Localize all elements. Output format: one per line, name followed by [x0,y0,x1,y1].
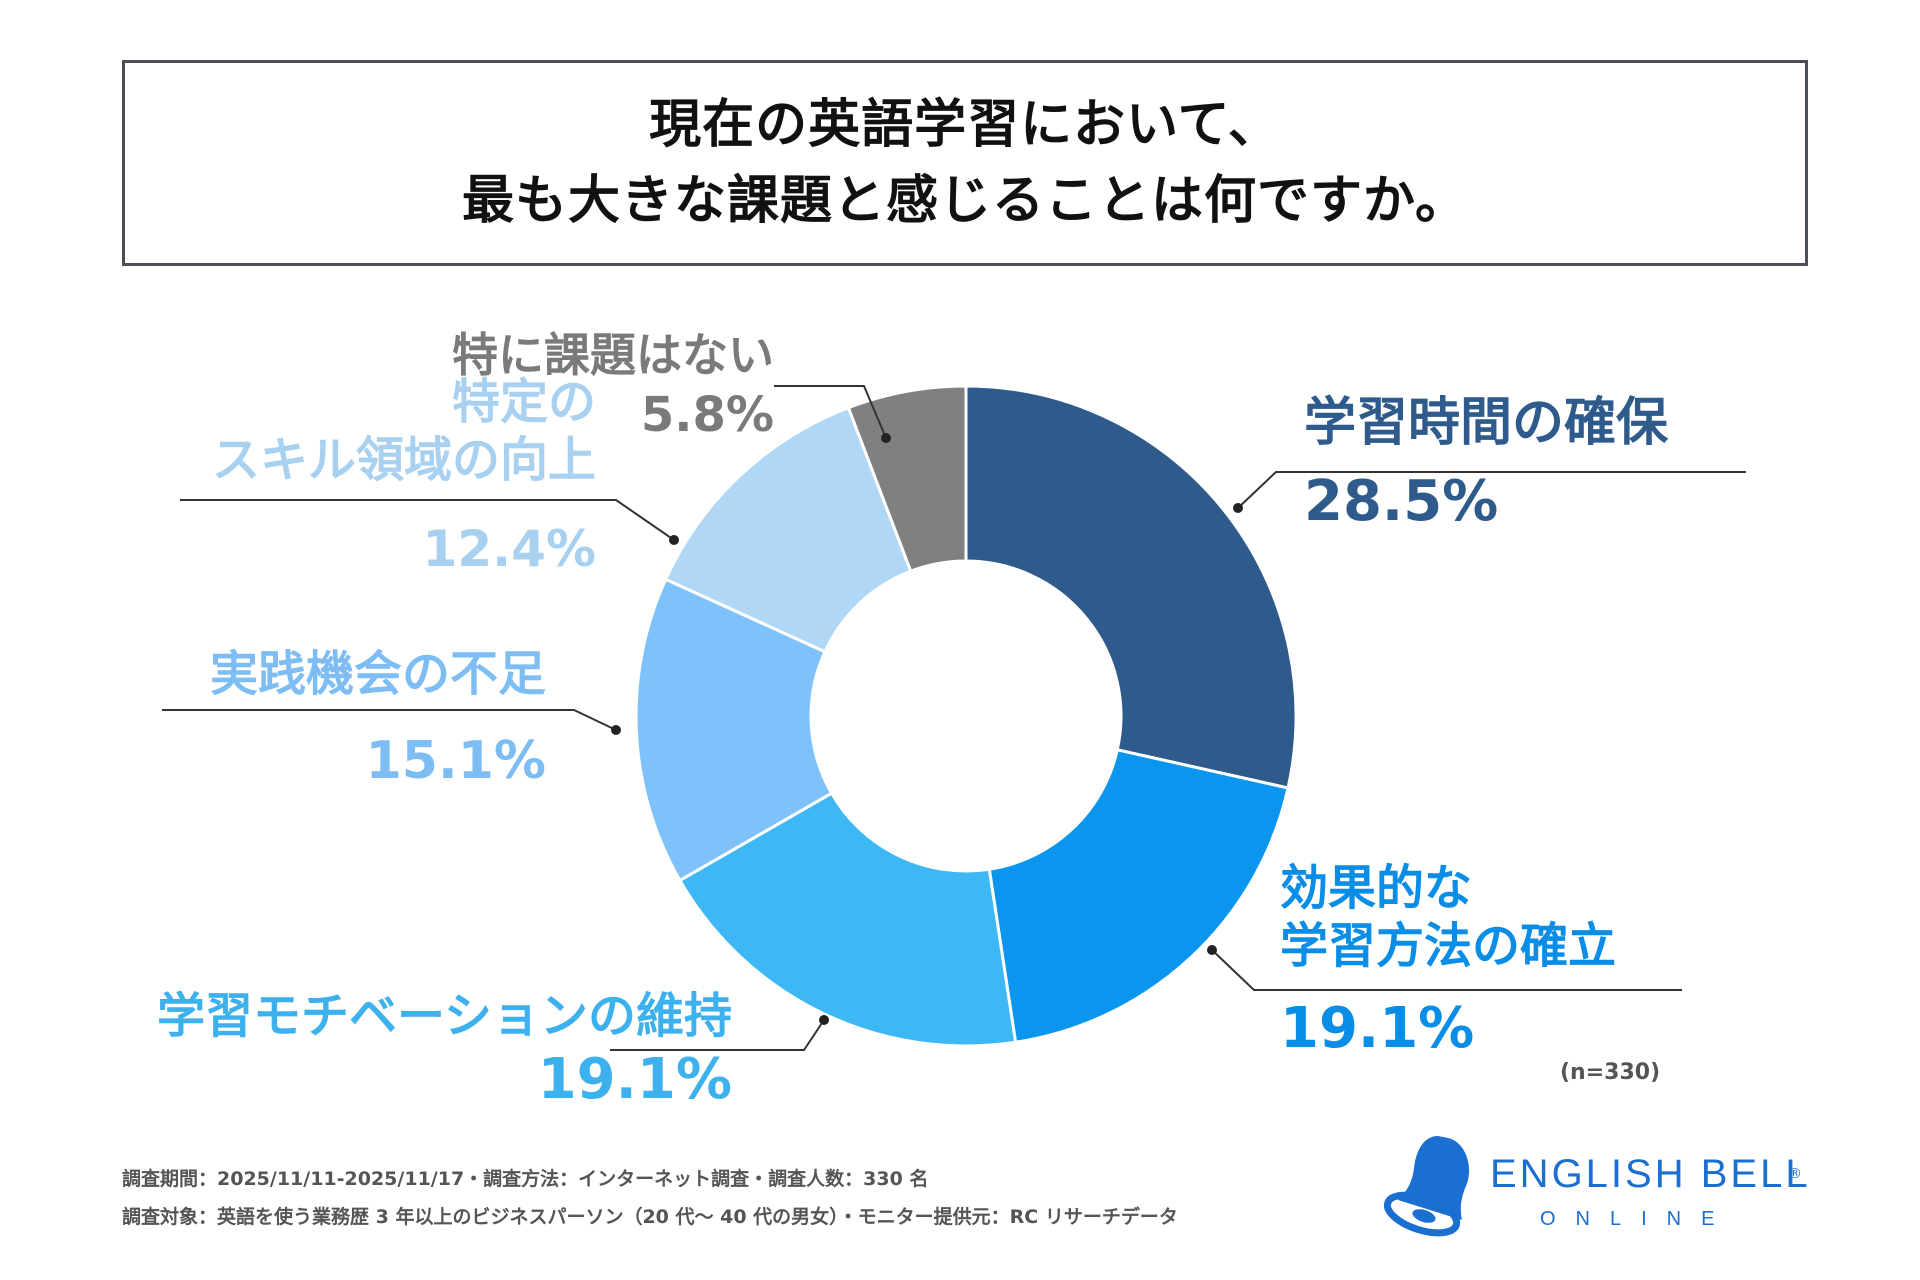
slice-label-2: 効果的な 学習方法の確立 19.1% [1280,860,1616,1062]
title-line-2: 最も大きな課題と感じることは何ですか。 [462,171,1468,231]
brand-sub: ONLINE [1540,1208,1735,1230]
leader-dot-2 [1207,945,1217,955]
leader-line-5 [180,499,675,541]
slice-label-value: 12.4% [422,520,596,579]
leader-line-4 [162,709,617,731]
slice-5 [663,405,913,654]
slice-label-3: 学習モチベーションの維持 19.1% [157,988,732,1113]
slice-label-6: 特に課題はない 5.8% [452,328,774,445]
leader-line-3 [610,1019,825,1051]
leader-dot-5 [669,535,679,545]
slice-label-name: 効果的な [1280,860,1473,916]
leader-line-2 [1211,949,1682,991]
slice-label-name: 特定の [451,374,596,430]
slice-label-name: 特に課題はない [452,328,774,382]
footer-survey-period: 調査期間：2025/11/11-2025/11/17・調査方法：インターネット調… [122,1168,929,1190]
title-box: 現在の英語学習において、 最も大きな課題と感じることは何ですか。 [122,60,1808,266]
slice-label-name: スキル領域の向上 [211,431,596,488]
leader-dot-1 [1233,503,1243,513]
brand-logo: ENGLISH BELL ® ONLINE [1376,1128,1808,1238]
slice-2 [987,748,1290,1044]
leader-line-6 [774,385,887,439]
leader-line-1 [1237,471,1746,509]
bell-icon [1383,1136,1470,1237]
slice-label-1: 学習時間の確保 28.5% [1304,392,1668,536]
brand-registered-mark: ® [1788,1166,1802,1182]
brand-name: ENGLISH BELL [1490,1152,1811,1196]
sample-size-note: (n=330) [1560,1060,1661,1085]
slice-label-value: 28.5% [1304,469,1499,535]
slice-label-5: 特定の スキル領域の向上 12.4% [212,374,596,579]
title-line-1: 現在の英語学習において、 [649,95,1281,155]
leader-dot-3 [819,1015,829,1025]
slice-label-name: 学習時間の確保 [1304,393,1669,453]
slice-label-4: 実践機会の不足 15.1% [210,646,546,792]
leader-dot-6 [881,433,891,443]
leader-dot-4 [611,725,621,735]
footer-survey-target: 調査対象：英語を使う業務歴 3 年以上のビジネスパーソン（20 代～ 40 代の… [122,1206,1178,1228]
slice-label-value: 19.1% [537,1046,732,1112]
slice-3 [677,791,1018,1048]
slice-label-name: 実践機会の不足 [209,646,546,702]
slice-label-name: 学習方法の確立 [1280,917,1617,974]
slice-label-name: 学習モチベーションの維持 [156,988,732,1044]
slice-label-value: 5.8% [640,387,774,444]
slice-6 [846,384,968,574]
slice-1 [964,384,1298,790]
slice-4 [634,577,834,883]
slice-label-value: 19.1% [1280,996,1475,1062]
slice-label-value: 15.1% [365,730,546,791]
